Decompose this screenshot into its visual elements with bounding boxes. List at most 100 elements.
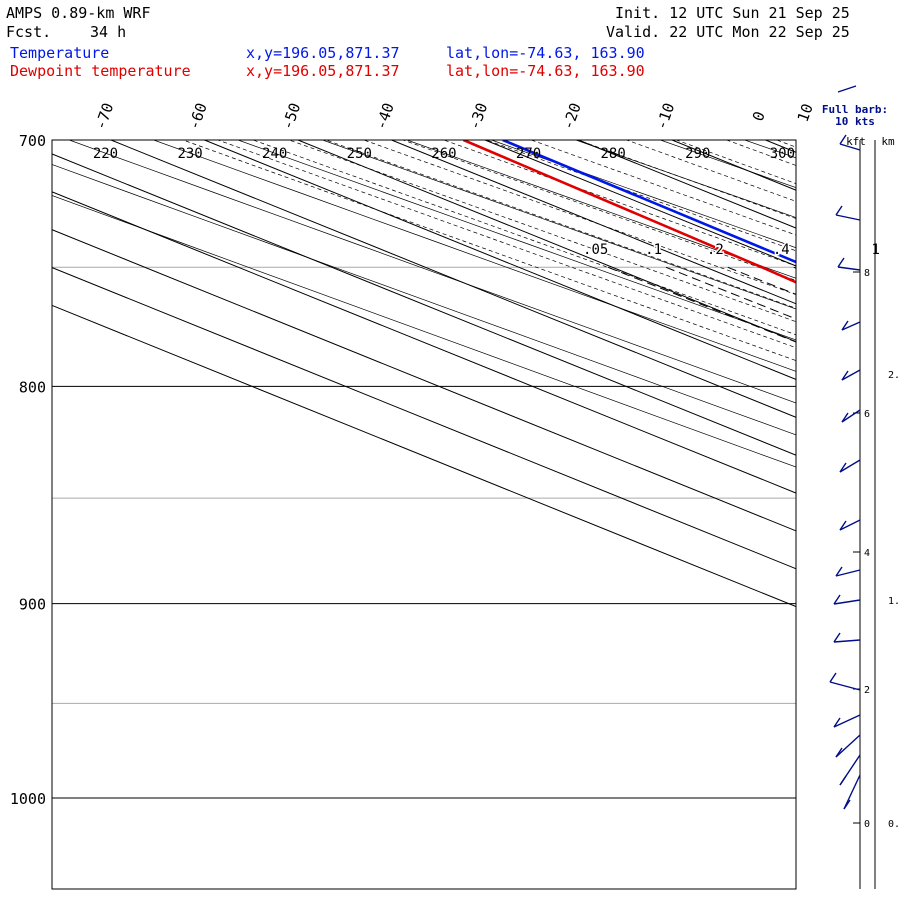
isotherm [204,140,796,381]
moist-adiabat [625,140,796,202]
background-lines [52,87,900,900]
temperature-tick-label: -10 [652,100,678,132]
wind-barb [835,214,861,221]
kft-label: kft [846,135,866,148]
wind-barb [833,639,861,643]
wind-barb [835,569,861,577]
pressure-label: 1000 [10,790,46,808]
moist-adiabat [181,140,796,361]
km-tick-label: 0. [888,819,900,830]
wind-barb-flag [835,205,843,216]
dry-adiabat [837,114,900,900]
moist-adiabat [683,87,900,900]
wind-barb-panel: Full barb:10 kts kft km 8 6 4 2 0 2. 1. 0. [822,85,900,889]
km-tick-label: 2. [888,370,900,381]
wind-barb-flag [841,412,849,423]
barb-legend-line2: 10 kts [835,115,875,128]
isotherm [52,304,796,608]
wind-barb [841,409,861,423]
legend-temperature-latlon: lat,lon=-74.63, 163.90 [446,44,645,62]
isotherm [391,140,796,305]
moist-adiabat [530,140,796,236]
km-label: km [881,135,895,148]
wind-barb [833,599,861,605]
moist-adiabat [725,140,796,166]
wind-barb-flag [833,717,841,728]
dewpoint-line [462,140,796,284]
wind-barb [829,681,861,691]
dry-adiabat-label: 250 [347,146,372,162]
wind-barb-flag [843,799,851,810]
mixing-ratio-label: .1 [645,242,662,258]
wind-barb [843,774,861,810]
dry-adiabat-label: 300 [770,146,795,162]
dry-adiabat-label: 280 [601,146,626,162]
dry-adiabat [52,164,796,436]
isotherm [484,140,796,267]
mixing-ratio-line [888,267,900,900]
wind-barb-flag [839,520,847,531]
wind-barb-flag [835,566,843,577]
wind-barb-flag [839,462,847,473]
dry-adiabat-label: 260 [431,146,456,162]
legend-temperature-xy: x,y=196.05,871.37 [246,44,400,62]
temperature-tick-label: -30 [465,100,491,132]
plot-frame [51,139,797,890]
isotherm [52,229,796,532]
temperature-line [502,140,796,264]
kft-tick-label: 2 [864,685,870,696]
temperature-tick-label: -50 [278,100,304,132]
dry-adiabat [574,140,796,218]
forecast-hours: 34 h [90,23,127,41]
moist-adiabat [288,140,796,323]
valid-time: Valid. 22 UTC Mon 22 Sep 25 [606,23,850,41]
temperature-tick-label: -60 [185,100,211,132]
moist-adiabat [485,140,796,252]
dry-adiabat [237,140,796,341]
mixing-ratio-line [665,266,796,320]
moist-adiabat [442,140,796,267]
temperature-tick-label: -20 [559,100,585,132]
dry-adiabat-label: 240 [262,146,287,162]
wind-barb [841,321,861,331]
dry-adiabat-label: 220 [93,146,118,162]
series-lines [462,140,796,284]
dry-adiabat [68,140,796,404]
isotherm [52,191,796,494]
kft-tick-label: 0 [864,819,870,830]
wind-barb-flag [835,747,843,758]
wind-barb [839,459,861,473]
wind-barb-flag [841,370,849,381]
isotherm [52,266,796,570]
legend-dewpoint-label: Dewpoint temperature [10,62,191,80]
moist-adiabat [216,140,796,349]
moist-adiabat [362,140,796,295]
isotherm [110,140,796,418]
temperature-tick-label: 10 [794,101,817,124]
wind-barb-flag [833,594,841,605]
axis-labels: 700 800 900 1000 -70 -60 -50 -40 -30 -20 -10 0 10 220… [10,100,882,808]
pressure-label: 900 [19,596,46,614]
mixing-ratio-label: .2 [707,242,724,258]
moist-adiabat [252,140,796,336]
barb-legend-line1: Full barb: [822,103,888,116]
moist-adiabat [324,140,796,309]
temperature-tick-label: -40 [372,100,398,132]
legend-dewpoint-xy: x,y=196.05,871.37 [246,62,400,80]
wind-barb [839,143,861,151]
dry-adiabat [152,140,796,372]
barb-legend-sample [837,85,857,93]
legend-temperature-label: Temperature [10,44,110,62]
wind-barb-flag [837,257,845,268]
isotherm [297,140,796,343]
mixing-ratio-label: 1 [871,242,879,258]
legend-dewpoint-latlon: lat,lon=-74.63, 163.90 [446,62,645,80]
temperature-tick-label: -70 [91,100,117,132]
wind-barb-flag [833,632,841,643]
dry-adiabat-label: 270 [516,146,541,162]
mixing-ratio-label: .05 [583,242,608,258]
wind-barb-flag [839,775,847,786]
dry-adiabat [490,140,796,249]
forecast-label: Fcst. [6,23,52,41]
isotherm [52,153,796,456]
